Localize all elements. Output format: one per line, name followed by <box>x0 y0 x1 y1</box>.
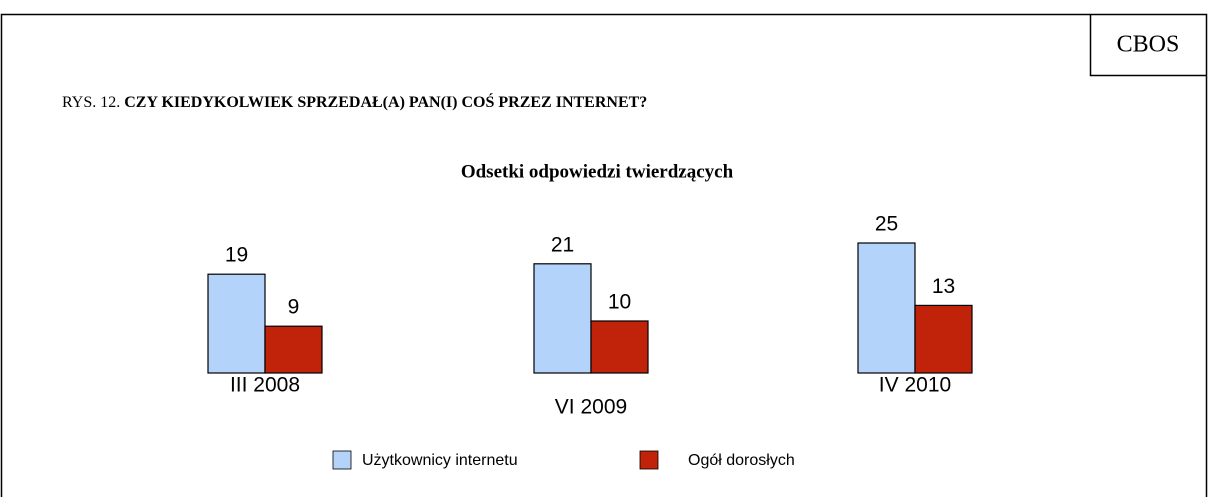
frame <box>0 13 1208 497</box>
bar <box>590 320 649 374</box>
source: CBOS <box>1117 32 1180 58</box>
bar <box>857 242 916 374</box>
x-tick-label: VI 2009 <box>555 396 627 419</box>
x-tick-label: III 2008 <box>230 374 300 397</box>
legend-swatch <box>639 450 659 470</box>
bar <box>914 304 973 374</box>
figure-label: RYS. 12. <box>62 94 120 111</box>
value-label: 19 <box>225 244 248 267</box>
source-box <box>1089 14 1207 77</box>
legend-label: Użytkownicy internetu <box>362 452 518 469</box>
chart-title: CZY KIEDYKOLWIEK SPRZEDAŁ(A) PAN(I) COŚ … <box>124 92 647 111</box>
bar <box>264 325 323 374</box>
bar <box>533 263 592 374</box>
value-label: 21 <box>551 233 574 256</box>
value-label: 13 <box>932 275 955 298</box>
value-label: 10 <box>608 291 631 314</box>
legend-swatch <box>332 450 352 470</box>
legend-label: Ogół dorosłych <box>688 452 795 469</box>
value-label: 9 <box>288 296 300 319</box>
bar <box>207 273 266 374</box>
x-tick-label: IV 2010 <box>879 374 951 397</box>
chart-subtitle: Odsetki odpowiedzi twierdzących <box>461 161 734 182</box>
title-line: RYS. 12. CZY KIEDYKOLWIEK SPRZEDAŁ(A) PA… <box>62 92 647 111</box>
value-label: 25 <box>875 213 898 236</box>
